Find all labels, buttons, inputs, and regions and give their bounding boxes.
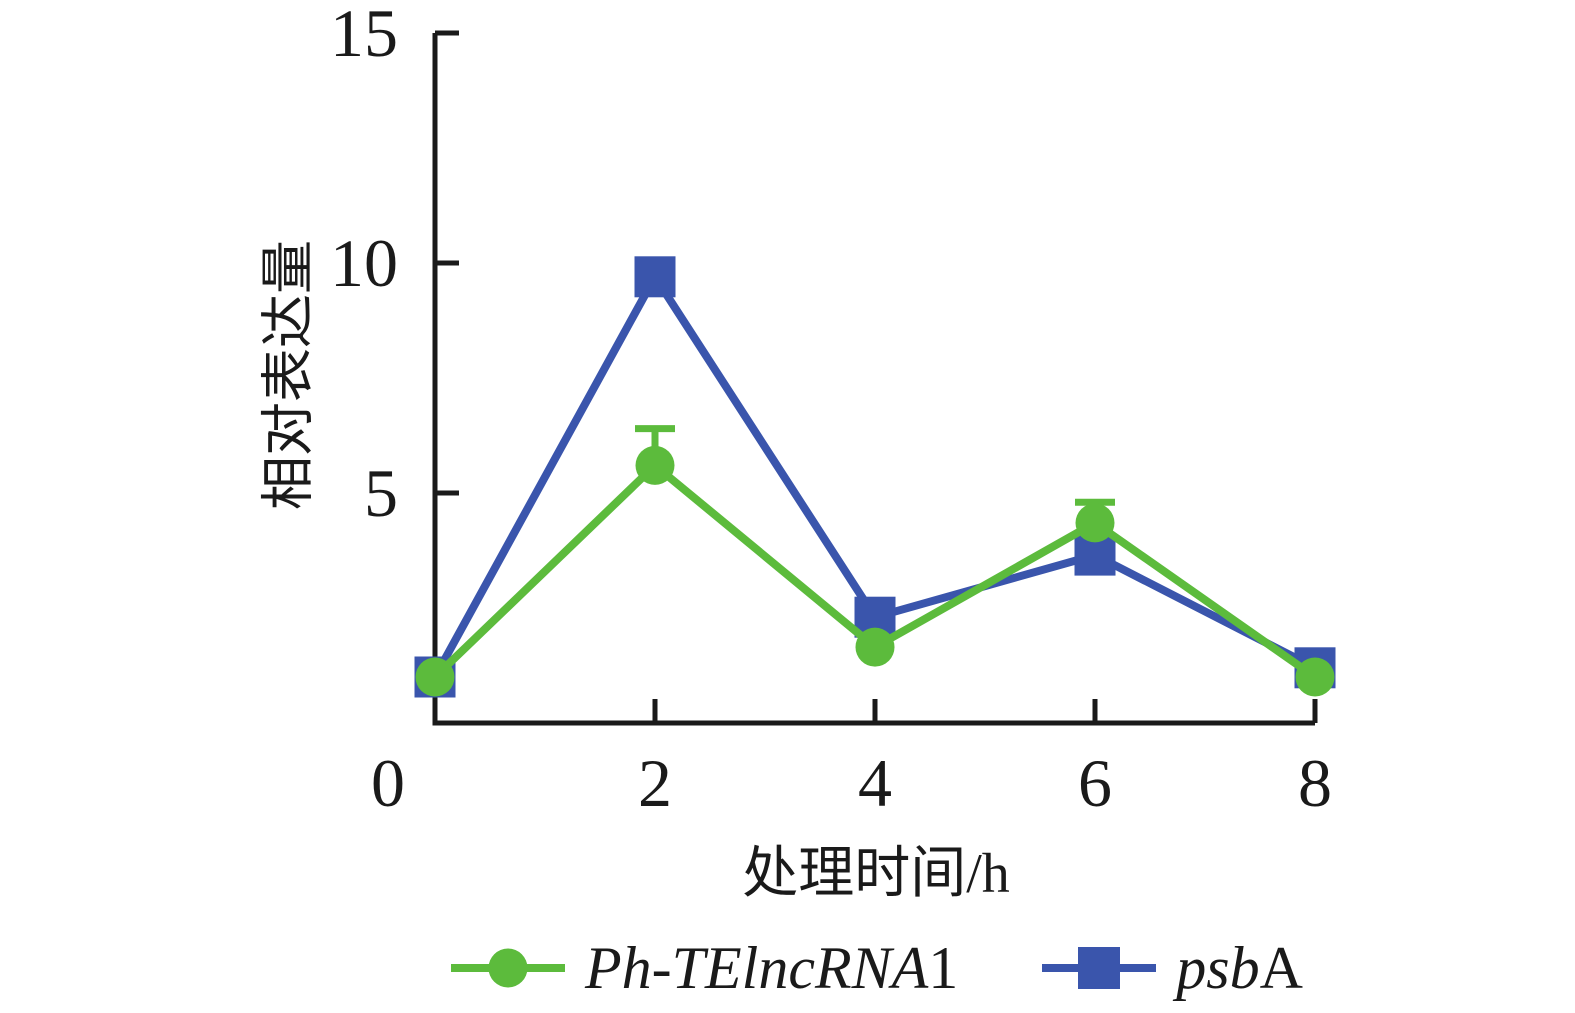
y-tick-label-15: 15: [330, 0, 398, 71]
legend-label-italic-part: psb: [1176, 934, 1260, 1001]
legend-label-psba: psbA: [1176, 934, 1303, 1003]
x-axis-title: 处理时间/h: [742, 843, 1010, 905]
data-point-psba-2h: [634, 256, 676, 298]
legend-square-marker-icon: [1042, 947, 1157, 989]
legend-label-italic-part: Ph-TElncRNA: [585, 934, 929, 1001]
legend-item-psba: psbA: [1040, 934, 1303, 1003]
legend: Ph-TElncRNA1 psbA: [435, 926, 1317, 1010]
x-tick-label-4: 4: [858, 745, 892, 821]
data-point-ph-telncrna1-2h: [635, 445, 675, 485]
x-tick-label-8: 8: [1298, 745, 1332, 821]
x-tick-label-0: 0: [371, 745, 405, 821]
x-tick-label-6: 6: [1078, 745, 1112, 821]
data-point-ph-telncrna1-8h: [1295, 657, 1335, 697]
y-tick-label-5: 5: [364, 455, 398, 531]
x-tick-label-2: 2: [638, 745, 672, 821]
data-point-ph-telncrna1-4h: [855, 627, 895, 667]
legend-label-regular-part: A: [1259, 934, 1303, 1001]
data-point-ph-telncrna1-6h: [1075, 503, 1115, 543]
legend-item-ph-telncrna1: Ph-TElncRNA1: [449, 934, 958, 1003]
y-tick-label-10: 10: [330, 225, 398, 301]
legend-label-regular-part: 1: [928, 934, 959, 1001]
legend-circle-marker-icon: [451, 948, 565, 988]
legend-label-ph-telncrna1: Ph-TElncRNA1: [585, 934, 958, 1003]
y-axis-title: 相对表达量: [258, 240, 319, 510]
data-point-ph-telncrna1-0h: [415, 657, 455, 697]
